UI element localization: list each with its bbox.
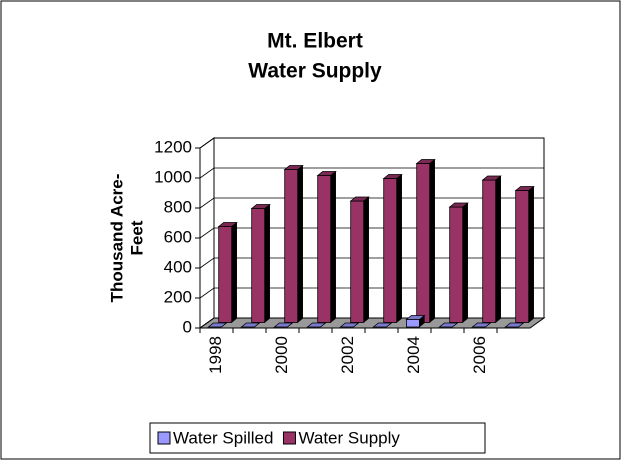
bar-face bbox=[306, 322, 327, 328]
chart-title: Water Supply bbox=[248, 60, 382, 83]
bar-face bbox=[438, 322, 459, 328]
bar bbox=[415, 158, 436, 324]
bar bbox=[207, 322, 228, 328]
y-tick-label: 200 bbox=[164, 287, 192, 306]
legend bbox=[149, 422, 486, 454]
bar-face bbox=[330, 170, 336, 324]
bar-face bbox=[240, 322, 261, 328]
bar-face bbox=[528, 185, 534, 324]
bar bbox=[250, 203, 271, 324]
bar bbox=[448, 202, 469, 324]
x-tick-label: 2000 bbox=[272, 336, 291, 374]
bar-face bbox=[448, 202, 469, 208]
bar-face bbox=[231, 221, 237, 324]
bar bbox=[283, 164, 304, 324]
bar-face bbox=[339, 322, 360, 328]
x-tick-label: 1998 bbox=[206, 336, 225, 374]
bar-face bbox=[218, 226, 233, 323]
bar-face bbox=[284, 169, 299, 323]
legend-swatch bbox=[157, 431, 171, 445]
y-tick-label: 600 bbox=[164, 227, 192, 246]
bar bbox=[382, 173, 403, 324]
bar bbox=[372, 322, 393, 328]
bar-face bbox=[273, 322, 294, 328]
bar-face bbox=[462, 202, 468, 324]
bar bbox=[504, 322, 525, 328]
bar-face bbox=[482, 179, 497, 323]
bar-face bbox=[372, 322, 393, 328]
y-tick-label: 800 bbox=[164, 197, 192, 216]
bar bbox=[240, 322, 261, 328]
bar-face bbox=[383, 178, 398, 323]
bar bbox=[217, 221, 238, 324]
bar bbox=[306, 322, 327, 328]
bar-face bbox=[449, 206, 464, 323]
legend-label: Water Spilled bbox=[173, 428, 273, 447]
bar-face bbox=[495, 175, 501, 324]
bar-face bbox=[297, 164, 303, 324]
bar bbox=[481, 175, 502, 324]
bar-face bbox=[283, 165, 304, 170]
bar-face bbox=[415, 159, 436, 164]
bar-face bbox=[396, 173, 402, 324]
legend-swatch bbox=[282, 431, 296, 445]
bar-face bbox=[405, 319, 420, 328]
bar bbox=[316, 170, 337, 324]
x-tick-label: 2002 bbox=[338, 336, 357, 374]
bar bbox=[349, 196, 370, 324]
y-axis-label: Thousand Acre- bbox=[107, 174, 126, 303]
y-tick-label: 1000 bbox=[154, 167, 192, 186]
bar-face bbox=[382, 174, 403, 179]
bar bbox=[339, 322, 360, 328]
chart-title: Mt. Elbert bbox=[267, 30, 363, 53]
bar-face bbox=[207, 322, 228, 328]
bar-face bbox=[363, 196, 369, 324]
bar bbox=[405, 314, 426, 328]
grid-line bbox=[199, 137, 544, 149]
bar-face bbox=[250, 204, 271, 209]
bar-face bbox=[217, 222, 238, 227]
x-tick-label: 2006 bbox=[470, 336, 489, 374]
y-axis-label: Feet bbox=[127, 220, 146, 255]
bar-face bbox=[317, 175, 332, 323]
x-tick-label: 2004 bbox=[404, 336, 423, 374]
bar-face bbox=[429, 158, 435, 324]
y-tick-label: 0 bbox=[183, 317, 192, 336]
bar bbox=[471, 322, 492, 328]
bar-face bbox=[405, 315, 426, 320]
bar bbox=[273, 322, 294, 328]
bar-face bbox=[514, 186, 535, 191]
bar-face bbox=[504, 322, 525, 328]
bar-face bbox=[416, 163, 431, 323]
bar-face bbox=[316, 171, 337, 176]
bar-face bbox=[481, 175, 502, 181]
bar-face bbox=[350, 200, 365, 323]
y-tick-label: 400 bbox=[164, 257, 192, 276]
y-tick-label: 1200 bbox=[154, 137, 192, 156]
bar-face bbox=[251, 208, 266, 323]
bar-face bbox=[471, 322, 492, 328]
bar-face bbox=[349, 196, 370, 202]
bar-face bbox=[264, 203, 270, 324]
bar bbox=[438, 322, 459, 328]
bar-face bbox=[515, 190, 530, 323]
bar bbox=[514, 185, 535, 324]
legend-label: Water Supply bbox=[298, 428, 400, 447]
